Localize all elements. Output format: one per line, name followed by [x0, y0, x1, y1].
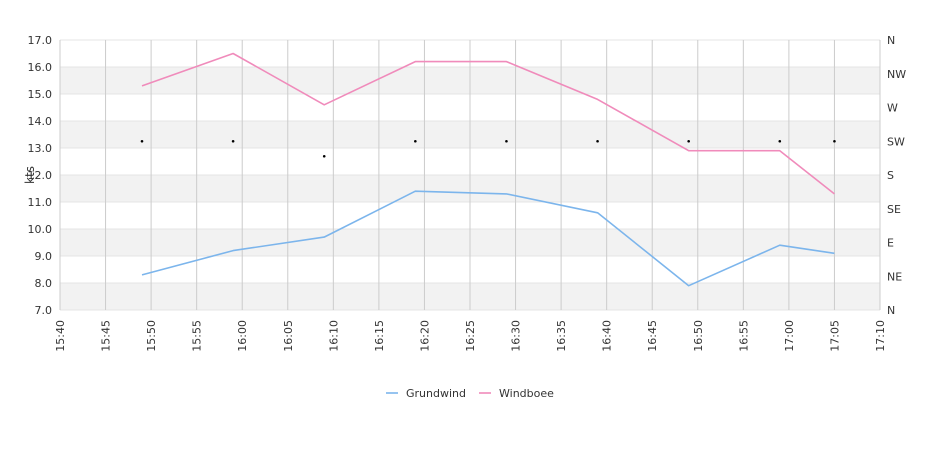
direction-point: [414, 139, 417, 143]
x-tick-label: 16:10: [327, 320, 340, 352]
direction-point: [231, 139, 235, 143]
direction-tick-label: NW: [887, 68, 906, 81]
direction-tick-label: E: [887, 237, 894, 250]
legend-label: Windboee: [499, 387, 554, 400]
direction-point: [687, 139, 690, 143]
direction-tick-label: N: [887, 304, 895, 317]
direction-tick-label: S: [887, 169, 894, 182]
x-tick-label: 15:45: [100, 320, 113, 352]
y-tick-label: 10.0: [28, 223, 53, 236]
x-tick-label: 16:30: [510, 320, 523, 352]
y-tick-label: 12.0: [28, 169, 53, 182]
direction-point: [505, 139, 508, 143]
y-tick-label: 16.0: [28, 61, 53, 74]
direction-point: [596, 139, 599, 143]
x-tick-label: 15:55: [191, 320, 204, 352]
y-axis-ticks: 7.0 8.0 9.0 10.0 11.0 12.0 13.0 14.0 15.0 16.0 17.…: [28, 34, 53, 317]
vertical-gridlines: [59, 40, 881, 310]
direction-tick-label: W: [887, 102, 898, 115]
y-tick-label: 7.0: [35, 304, 53, 317]
x-tick-label: 15:50: [145, 320, 158, 352]
y-tick-label: 13.0: [28, 142, 53, 155]
x-tick-label: 17:00: [783, 320, 796, 352]
x-tick-label: 17:10: [874, 320, 887, 352]
y-tick-label: 8.0: [35, 277, 53, 290]
direction-point: [322, 154, 326, 158]
x-tick-label: 16:25: [464, 320, 477, 352]
direction-points: [140, 139, 836, 158]
x-axis-ticks: 15:40 15:45 15:50 15:55 16:00 16:05 16:10 16:15…: [54, 320, 887, 352]
direction-point: [833, 139, 836, 143]
x-tick-label: 16:00: [236, 320, 249, 352]
y-tick-label: 11.0: [28, 196, 53, 209]
direction-tick-label: SW: [887, 135, 905, 148]
direction-tick-label: NE: [887, 270, 902, 283]
x-tick-label: 16:05: [282, 320, 295, 352]
x-tick-label: 16:40: [601, 320, 614, 352]
x-tick-label: 16:35: [555, 320, 568, 352]
x-tick-label: 16:45: [646, 320, 659, 352]
y-tick-label: 14.0: [28, 115, 53, 128]
direction-point: [140, 139, 144, 143]
x-tick-label: 16:50: [692, 320, 705, 352]
direction-point: [778, 139, 782, 143]
legend-label: Grundwind: [406, 387, 466, 400]
series-lines: [141, 52, 835, 287]
x-tick-label: 16:20: [418, 320, 431, 352]
y-tick-label: 15.0: [28, 88, 53, 101]
series-line-grundwind: [141, 190, 835, 287]
x-tick-label: 15:40: [54, 320, 67, 352]
y-tick-label: 9.0: [35, 250, 53, 263]
direction-tick-label: N: [887, 34, 895, 47]
legend: Grundwind Windboee: [386, 387, 554, 400]
x-tick-label: 16:55: [737, 320, 750, 352]
direction-axis-ticks: N NE E SE S SW W NW N: [887, 34, 906, 317]
x-tick-label: 17:05: [828, 320, 841, 352]
x-tick-label: 16:15: [373, 320, 386, 352]
y-axis-title: kts: [23, 166, 37, 184]
direction-tick-label: SE: [887, 203, 901, 216]
y-tick-label: 17.0: [28, 34, 53, 47]
series-line-windboee: [141, 52, 835, 195]
